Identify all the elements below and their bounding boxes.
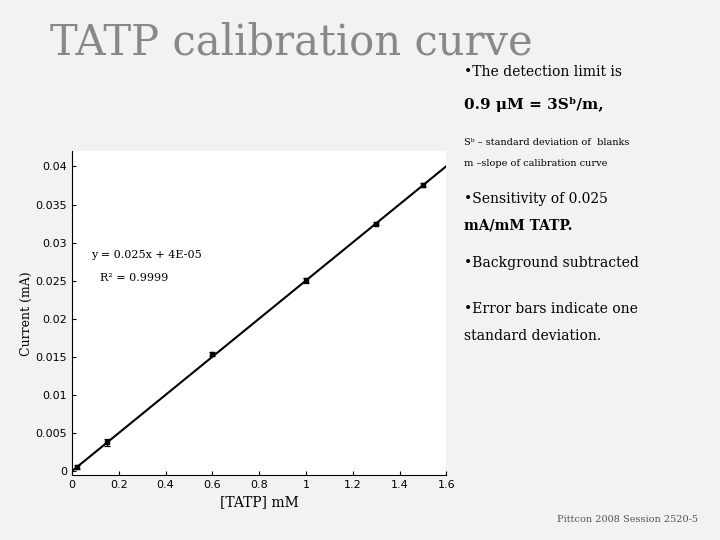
- Y-axis label: Current (mA): Current (mA): [19, 271, 32, 355]
- Text: •Sensitivity of 0.025: •Sensitivity of 0.025: [464, 192, 608, 206]
- Text: y = 0.025x + 4E-05: y = 0.025x + 4E-05: [91, 250, 202, 260]
- Text: mA/mM TATP.: mA/mM TATP.: [464, 219, 573, 233]
- Text: TATP calibration curve: TATP calibration curve: [50, 22, 533, 64]
- Text: Sᵇ – standard deviation of  blanks: Sᵇ – standard deviation of blanks: [464, 138, 630, 147]
- X-axis label: [TATP] mM: [TATP] mM: [220, 496, 299, 510]
- Text: •Background subtracted: •Background subtracted: [464, 256, 639, 271]
- Text: 0.9 μM = 3Sᵇ/m,: 0.9 μM = 3Sᵇ/m,: [464, 97, 604, 112]
- Text: •The detection limit is: •The detection limit is: [464, 65, 622, 79]
- Text: •Error bars indicate one: •Error bars indicate one: [464, 302, 638, 316]
- Text: R² = 0.9999: R² = 0.9999: [100, 273, 168, 283]
- Text: m –slope of calibration curve: m –slope of calibration curve: [464, 159, 608, 168]
- Text: standard deviation.: standard deviation.: [464, 329, 601, 343]
- Text: Pittcon 2008 Session 2520-5: Pittcon 2008 Session 2520-5: [557, 515, 698, 524]
